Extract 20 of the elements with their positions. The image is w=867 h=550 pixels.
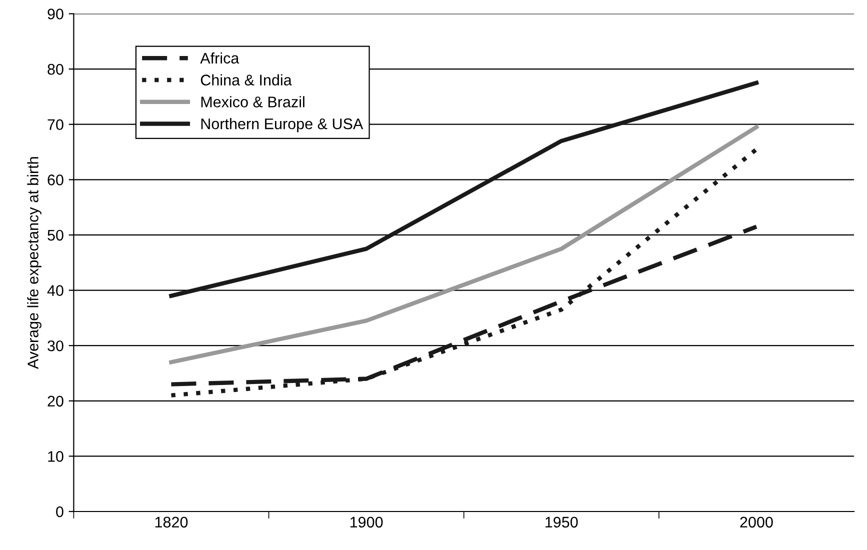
y-tick-label: 10 [48, 451, 64, 462]
y-tick-label: 20 [48, 396, 64, 407]
y-axis-title: Average life expectancy at birth [27, 157, 42, 370]
y-tick-label: 90 [48, 8, 64, 20]
x-tick-label: 1950 [546, 516, 578, 528]
y-tick-label: 0 [56, 506, 64, 518]
line-series [169, 147, 759, 398]
x-tick-label: 1900 [350, 516, 383, 528]
y-tick-label: 40 [47, 285, 64, 296]
legend-label: Africa [200, 52, 240, 64]
y-tick-label: 80 [48, 64, 64, 75]
y-tick-label: 70 [48, 119, 64, 130]
y-tick-label: 50 [48, 230, 64, 241]
y-tick-label: 30 [48, 340, 64, 352]
legend-label: Northern Europe & USA [201, 118, 364, 132]
legend-label: Mexico & Brazil [201, 96, 304, 108]
y-tick-label: 60 [48, 174, 64, 186]
legend-label: China & India [200, 74, 292, 86]
x-tick-label: 1820 [155, 516, 188, 528]
x-tick-label: 2000 [740, 516, 773, 528]
